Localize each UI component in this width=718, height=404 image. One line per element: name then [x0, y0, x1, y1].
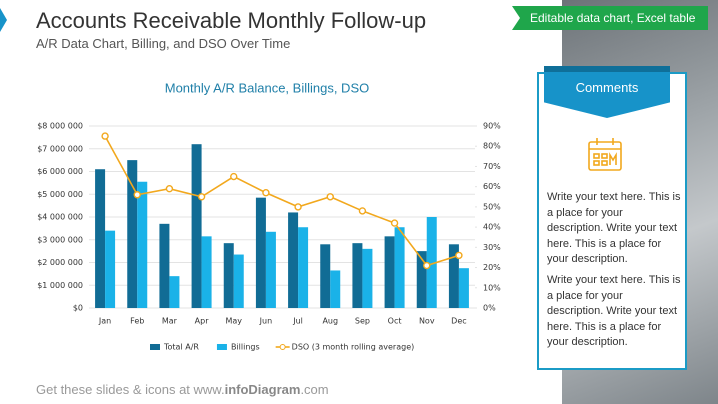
y-tick-label: $2 000 000 — [37, 258, 83, 267]
x-tick-label: Jul — [292, 317, 303, 326]
y2-tick-label: 20% — [483, 263, 501, 272]
legend-swatch — [216, 344, 227, 350]
bar — [95, 169, 106, 308]
bar — [127, 160, 138, 308]
bar — [191, 144, 202, 308]
footer-text: Get these slides & icons at www. — [36, 382, 225, 397]
bar — [233, 254, 244, 308]
x-tick-label: Jun — [259, 317, 273, 326]
bar — [169, 276, 180, 308]
bar — [137, 181, 148, 308]
point — [326, 193, 334, 201]
point — [197, 193, 206, 201]
y-tick-label: $3 000 000 — [37, 235, 83, 244]
y2-tick-label: 90% — [483, 122, 501, 131]
x-tick-label: Oct — [388, 317, 402, 326]
point — [133, 191, 141, 199]
title: Accounts Receivable Monthly Follow-up — [36, 8, 427, 33]
legend-label: DSO (3 month rolling average) — [292, 343, 415, 352]
y-tick-label: $1 000 000 — [37, 281, 83, 290]
point — [165, 184, 174, 193]
legend-label: Total A/R — [163, 343, 199, 352]
comment-text: Write your text here. This is a place fo… — [547, 274, 681, 348]
bar — [298, 227, 309, 308]
y2-tick-label: 40% — [483, 223, 501, 232]
x-tick-label: Feb — [130, 317, 144, 326]
bar — [458, 268, 469, 308]
point — [390, 219, 399, 227]
y-tick-label: $4 000 000 — [37, 213, 83, 222]
point — [101, 132, 109, 140]
bar — [330, 270, 341, 308]
x-tick-label: Mar — [162, 317, 178, 326]
point — [230, 172, 238, 181]
bar — [255, 197, 266, 308]
x-tick-label: Jan — [98, 317, 111, 326]
y2-tick-label: 80% — [483, 142, 501, 151]
point — [423, 261, 431, 270]
point — [455, 251, 463, 260]
point — [262, 189, 270, 197]
bar — [201, 236, 212, 308]
y2-tick-label: 10% — [483, 283, 501, 292]
y2-tick-label: 70% — [483, 162, 501, 171]
bar — [352, 243, 363, 308]
y-tick-label: $5 000 000 — [37, 190, 83, 199]
point — [294, 203, 302, 211]
x-tick-label: May — [225, 317, 242, 326]
bar — [416, 251, 427, 308]
line — [104, 135, 460, 267]
bar — [288, 212, 299, 308]
x-tick-label: Apr — [195, 317, 210, 326]
x-tick-label: Aug — [322, 317, 338, 326]
footer-text: .com — [300, 382, 329, 397]
x-tick-label: Nov — [419, 317, 435, 326]
bar — [426, 217, 437, 308]
accent — [0, 8, 7, 32]
bar — [320, 244, 331, 308]
bar — [223, 243, 234, 308]
y2-tick-label: 0% — [483, 304, 496, 313]
x-tick-label: Dec — [451, 317, 466, 326]
comment-text: Write your text here. This is a place fo… — [547, 191, 681, 265]
y2-tick-label: 50% — [483, 202, 501, 211]
legend-label: Billings — [231, 343, 260, 352]
subtitle: A/R Data Chart, Billing, and DSO Over Ti… — [36, 36, 291, 51]
comments-title: Comments — [575, 80, 639, 95]
y-tick-label: $7 000 000 — [37, 144, 83, 153]
y-tick-label: $8 000 000 — [37, 122, 83, 131]
y2-tick-label: 60% — [483, 182, 501, 191]
bar — [159, 223, 170, 308]
legend-swatch — [150, 344, 160, 350]
footer-brand: infoDiagram — [224, 382, 301, 397]
calendar-icon — [588, 138, 622, 171]
y-tick-label: $0 — [73, 304, 83, 313]
legend-swatch — [279, 344, 286, 350]
bar — [105, 230, 116, 308]
point — [358, 207, 367, 215]
bar — [384, 236, 395, 308]
bar — [265, 231, 276, 308]
chart-title: Monthly A/R Balance, Billings, DSO — [165, 80, 369, 95]
chart: Monthly A/R Balance, Billings, DSO $0 $1 … — [37, 80, 501, 352]
bar — [394, 227, 405, 308]
x-tick-label: Sep — [355, 317, 370, 326]
bar — [448, 244, 459, 308]
badge: Editable data chart, Excel table — [512, 6, 708, 30]
footer: Get these slides & icons at www.infoDiag… — [36, 382, 329, 397]
y2-tick-label: 30% — [483, 243, 501, 252]
bar — [362, 248, 373, 308]
y-tick-label: $6 000 000 — [37, 167, 83, 176]
